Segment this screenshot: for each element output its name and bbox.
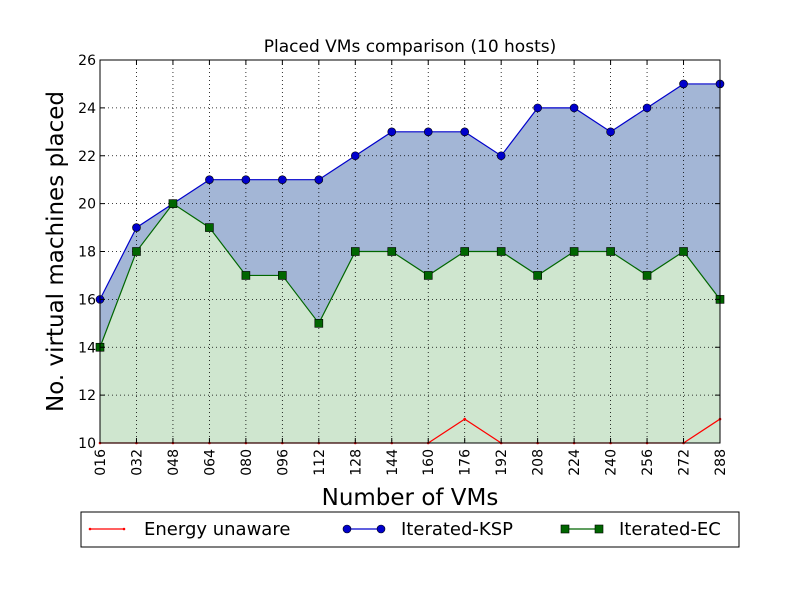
legend-marker-iterated-ksp: [342, 524, 352, 534]
y-tick-label: 16: [78, 292, 96, 308]
area-fill-iterated-ksp: [100, 83, 720, 348]
data-point-iterated-ec: [569, 247, 579, 256]
x-tick-label: 160: [421, 449, 437, 476]
x-tick-label: 032: [129, 449, 145, 476]
x-axis-label: Number of VMs: [322, 485, 499, 511]
y-tick-label: 20: [78, 197, 96, 213]
data-point-energy-unaware: [463, 417, 467, 421]
x-tick-label: 224: [567, 449, 583, 476]
legend-marker-iterated-ec: [594, 524, 604, 534]
data-point-iterated-ksp: [460, 127, 470, 137]
x-tick-label: 208: [531, 449, 547, 476]
series-markers: [95, 79, 725, 445]
x-tick-label: 256: [640, 449, 656, 476]
x-tick-label: 192: [494, 449, 510, 476]
x-tick-label: 288: [713, 449, 729, 476]
data-point-iterated-ec: [168, 199, 178, 208]
data-point-iterated-ec: [350, 247, 360, 256]
legend-marker-iterated-ksp: [376, 524, 386, 534]
gridlines: [100, 60, 720, 443]
data-point-iterated-ec: [132, 247, 141, 256]
legend: Energy unaware Iterated-KSP Iterated-EC: [80, 511, 740, 548]
y-axis-label: No. virtual machines placed: [43, 91, 69, 412]
y-tick-labels: 10 12 14 16 18 20 22 24 26: [78, 53, 96, 452]
y-tick-label: 22: [78, 149, 96, 165]
data-point-iterated-ksp: [132, 223, 141, 232]
data-point-iterated-ksp: [387, 127, 397, 137]
x-tick-label: 048: [166, 449, 182, 476]
x-tick-label: 240: [604, 449, 620, 476]
data-point-iterated-ec: [679, 247, 688, 256]
data-point-iterated-ec: [460, 247, 470, 256]
data-point-iterated-ksp: [423, 127, 433, 137]
legend-label-iterated-ec: Iterated-EC: [619, 519, 721, 540]
x-tick-label: 096: [275, 449, 291, 476]
y-tick-label: 26: [78, 53, 96, 69]
data-point-iterated-ksp: [569, 103, 579, 113]
data-point-iterated-ksp: [278, 175, 287, 184]
data-point-iterated-ksp: [642, 103, 652, 113]
x-tick-label: 176: [458, 449, 474, 476]
data-point-iterated-ksp: [314, 175, 324, 184]
data-point-iterated-ec: [423, 271, 433, 280]
x-tick-label: 016: [93, 449, 109, 476]
y-tick-label: 12: [78, 388, 96, 404]
data-point-iterated-ec: [606, 247, 615, 256]
data-point-iterated-ec: [241, 271, 251, 280]
data-point-iterated-ksp: [496, 151, 506, 161]
x-tick-label: 112: [312, 449, 328, 476]
legend-marker-energy-unaware: [122, 527, 126, 531]
series-line-iterated-ec: [99, 202, 721, 348]
legend-box: [80, 511, 740, 548]
data-point-iterated-ksp: [533, 103, 542, 113]
legend-label-iterated-ksp: Iterated-KSP: [401, 519, 513, 540]
data-point-iterated-ksp: [205, 175, 214, 184]
data-point-iterated-ec: [314, 319, 324, 328]
y-tick-label: 18: [78, 245, 96, 261]
data-point-iterated-ec: [496, 247, 506, 256]
data-point-iterated-ec: [533, 271, 542, 280]
x-tick-labels: 016 032 048 064 080 096 112 128 144 160 176 192 208 2…: [93, 449, 729, 476]
legend-marker-energy-unaware: [88, 527, 92, 531]
y-tick-label: 10: [78, 436, 96, 452]
data-point-iterated-ec: [642, 271, 652, 280]
data-point-iterated-ksp: [241, 175, 251, 184]
y-tick-label: 14: [78, 340, 96, 356]
data-point-iterated-ksp: [679, 79, 688, 89]
series-line-iterated-ksp: [99, 83, 720, 300]
x-tick-label: 064: [202, 449, 218, 476]
y-tick-label: 24: [78, 101, 96, 117]
x-tick-label: 080: [239, 449, 255, 476]
data-point-iterated-ec: [278, 271, 287, 280]
axis-ticks: [99, 59, 721, 444]
legend-marker-iterated-ec: [560, 524, 570, 534]
data-point-iterated-ec: [205, 223, 214, 232]
x-tick-label: 128: [348, 449, 364, 476]
data-point-iterated-ksp: [350, 151, 360, 161]
x-tick-label: 144: [385, 449, 401, 476]
legend-label-energy-unaware: Energy unaware: [144, 519, 290, 540]
chart-title: Placed VMs comparison (10 hosts): [264, 37, 556, 57]
data-point-iterated-ec: [387, 247, 397, 256]
data-point-iterated-ksp: [606, 127, 615, 137]
area-fills: [100, 83, 720, 443]
area-fill-iterated-ec: [100, 203, 720, 443]
x-tick-label: 272: [677, 449, 693, 476]
